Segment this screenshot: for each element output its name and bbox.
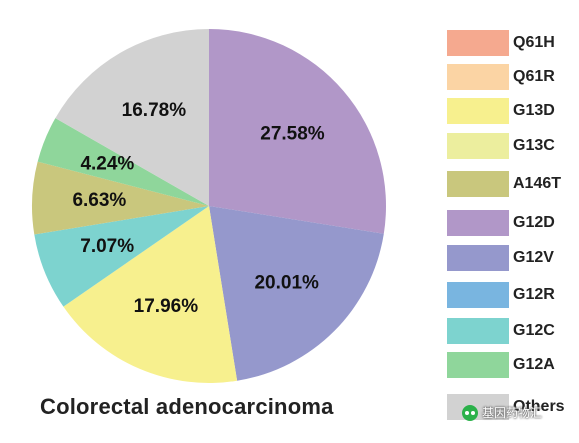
watermark: 基因药物汇 [462, 404, 542, 421]
legend-swatch [447, 352, 509, 378]
legend-swatch [447, 210, 509, 236]
legend-swatch [447, 64, 509, 90]
legend-item-g12a: G12A [447, 352, 555, 378]
legend-label: G12V [513, 249, 554, 266]
legend-label: Q61H [513, 34, 555, 51]
pie-slice-others [55, 29, 210, 206]
legend-label: G12C [513, 322, 555, 339]
pie-chart: 27.58% 20.01% 17.96% 7.07% 6.63% 4.24% 16.78% [31, 29, 386, 383]
pie-slice-g12v [209, 206, 384, 381]
pie-slice-g12d [209, 29, 386, 234]
pie-labels: 27.58% 20.01% 17.96% 7.07% 6.63% 4.24% 16.78% [72, 100, 324, 317]
legend-item-others: Others [447, 394, 565, 420]
pie-slice-g12a [37, 118, 209, 206]
legend-label: G13D [513, 102, 555, 119]
legend-item-g13c: G13C [447, 133, 555, 159]
legend-swatch [447, 133, 509, 159]
legend-swatch [447, 245, 509, 271]
legend-swatch [447, 394, 509, 420]
legend-label: Q61R [513, 68, 555, 85]
pie-label-g12c: 7.07% [80, 236, 134, 257]
chart-title: Colorectal adenocarcinoma [40, 394, 334, 419]
pie-label-others: 16.78% [122, 100, 187, 121]
legend-item-q61h: Q61H [447, 30, 555, 56]
legend-item-g12r: G12R [447, 282, 555, 308]
pie-label-g13d: 17.96% [134, 296, 199, 317]
legend-swatch [447, 98, 509, 124]
legend-label: A146T [513, 175, 562, 192]
legend-swatch [447, 30, 509, 56]
legend-swatch [447, 171, 509, 197]
legend-item-g13d: G13D [447, 98, 555, 124]
wechat-icon [462, 404, 478, 421]
pie-label-a146t: 6.63% [72, 190, 126, 211]
pie-label-g12d: 27.58% [260, 124, 325, 145]
legend-item-g12c: G12C [447, 318, 555, 344]
legend-swatch [447, 282, 509, 308]
legend-item-a146t: A146T [447, 171, 561, 197]
legend-label: G12A [513, 356, 555, 373]
watermark-text: 基因药物汇 [482, 406, 543, 420]
legend-label: G12D [513, 214, 555, 231]
pie-label-g12v: 20.01% [254, 273, 319, 294]
legend-item-g12v: G12V [447, 245, 554, 271]
legend-label: Others [513, 398, 565, 415]
legend-item-q61r: Q61R [447, 64, 555, 90]
legend-label: G13C [513, 137, 555, 154]
pie-slice-a146t [31, 161, 209, 235]
pie-label-g12a: 4.24% [80, 154, 134, 175]
pie-slice-g12c [34, 206, 210, 307]
pie-slices [31, 29, 386, 383]
legend-label: G12R [513, 286, 555, 303]
pie-slice-g13d [63, 206, 238, 383]
legend-swatch [447, 318, 509, 344]
legend-item-g12d: G12D [447, 210, 555, 236]
